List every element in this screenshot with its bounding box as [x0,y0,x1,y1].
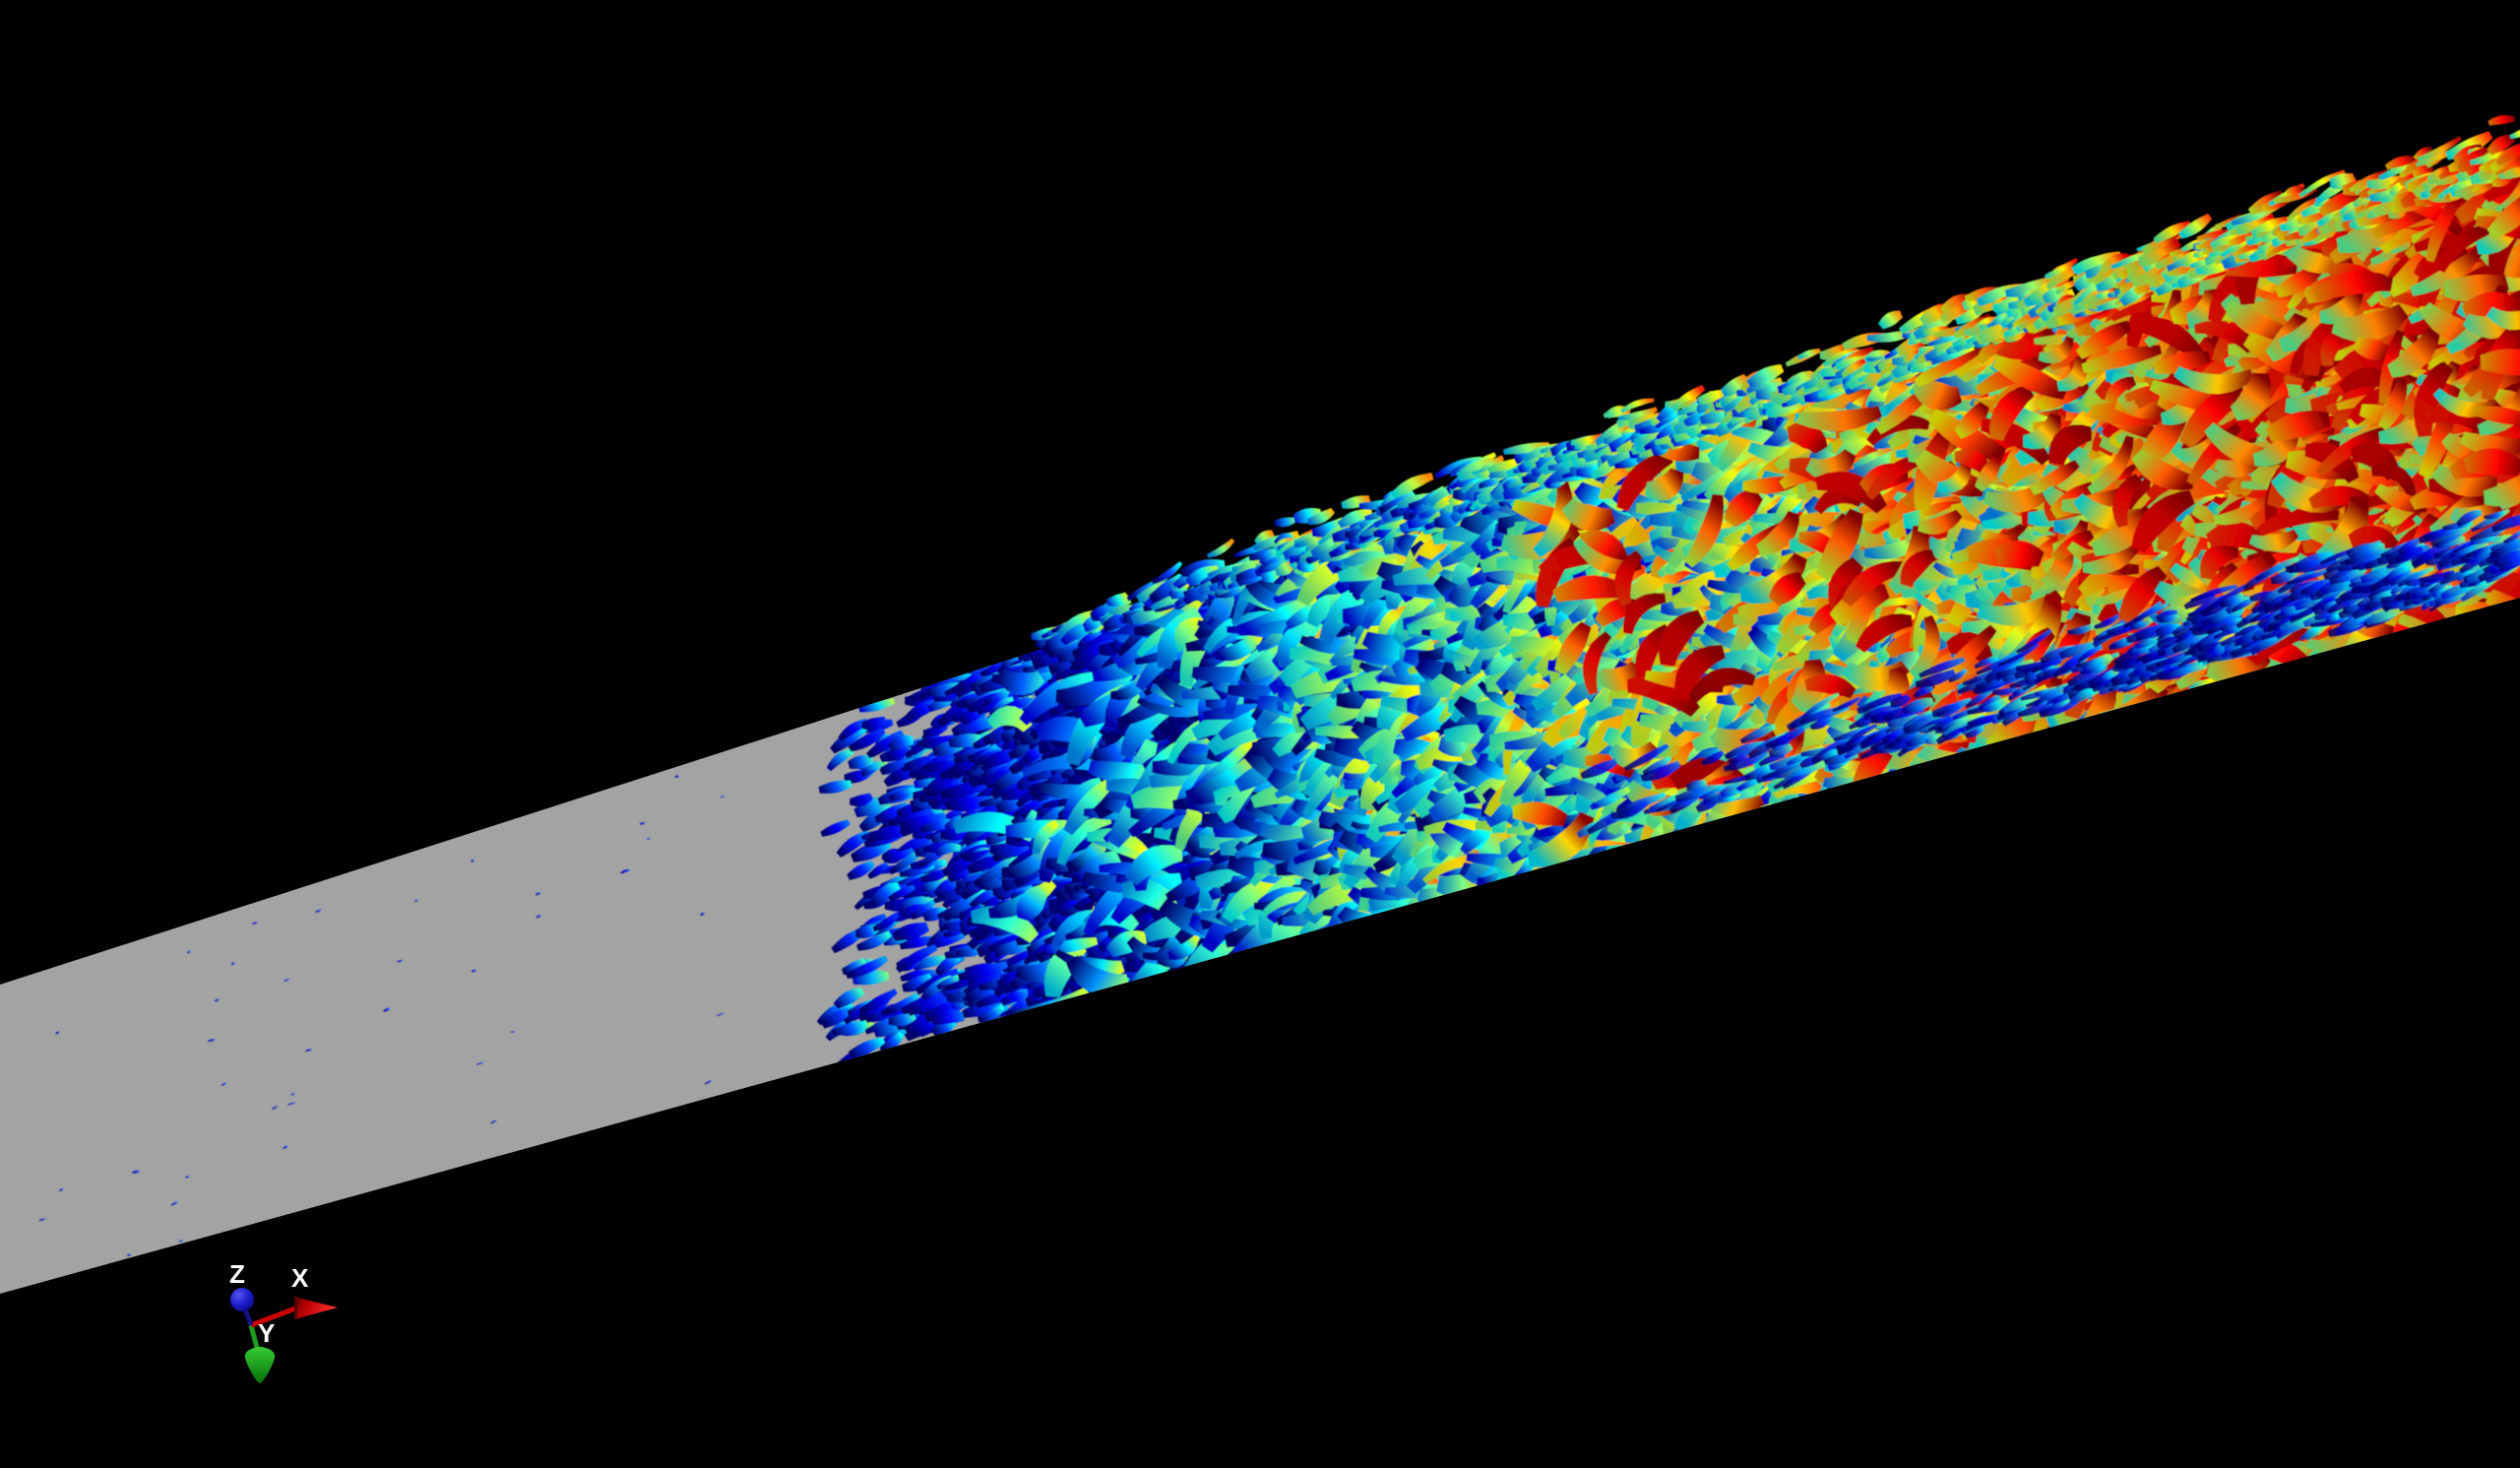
svg-text:Z: Z [229,1259,245,1289]
svg-text:X: X [291,1263,309,1293]
svg-text:Y: Y [258,1318,275,1348]
